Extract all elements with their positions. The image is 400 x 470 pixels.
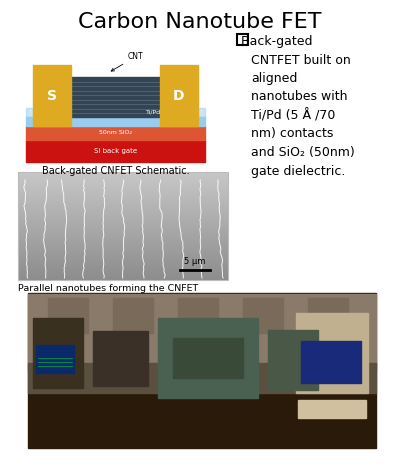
Bar [237,34,248,45]
Bar [298,400,366,418]
Bar [26,140,205,162]
Bar [36,345,74,373]
Bar [26,117,205,126]
Text: Back-gated CNFET Schematic.: Back-gated CNFET Schematic. [42,166,189,176]
Text: Carbon Nanotube FET: Carbon Nanotube FET [78,12,322,32]
Text: 50nm SiO₂: 50nm SiO₂ [99,131,132,135]
Bar [28,294,376,371]
Text: CNTFET built on: CNTFET built on [251,54,351,66]
Bar [68,77,163,117]
Bar [113,298,153,333]
Bar [160,65,198,126]
Bar [28,363,376,393]
Text: nm) contacts: nm) contacts [251,127,333,141]
Text: nanotubes with: nanotubes with [251,91,348,103]
Bar [33,65,71,126]
Bar [158,318,258,398]
Text: Si back gate: Si back gate [94,148,137,154]
Bar [308,298,348,333]
Text: 5 μm: 5 μm [184,257,206,266]
Bar [33,318,83,388]
Text: Ti/Pd: Ti/Pd [146,110,161,115]
Text: Parallel nanotubes forming the CNFET: Parallel nanotubes forming the CNFET [18,284,198,293]
Text: CNT: CNT [111,52,144,71]
Bar [26,108,205,117]
Bar [268,330,318,390]
Text: Ti/Pd (5 Å /70: Ti/Pd (5 Å /70 [251,109,335,123]
Text: D: D [173,88,185,102]
Bar [28,293,376,448]
Bar [173,338,243,378]
Text: gate dielectric.: gate dielectric. [251,164,345,178]
Bar [178,298,218,333]
Text: S: S [47,88,57,102]
Bar [93,331,148,386]
Bar [18,172,228,280]
Bar [296,313,368,393]
Bar [48,298,88,333]
Text: aligned: aligned [251,72,297,85]
Bar [26,126,205,140]
Text: Back-gated: Back-gated [237,35,312,48]
Bar [301,341,361,383]
Bar [243,298,283,333]
Text: and SiO₂ (50nm): and SiO₂ (50nm) [251,146,355,159]
